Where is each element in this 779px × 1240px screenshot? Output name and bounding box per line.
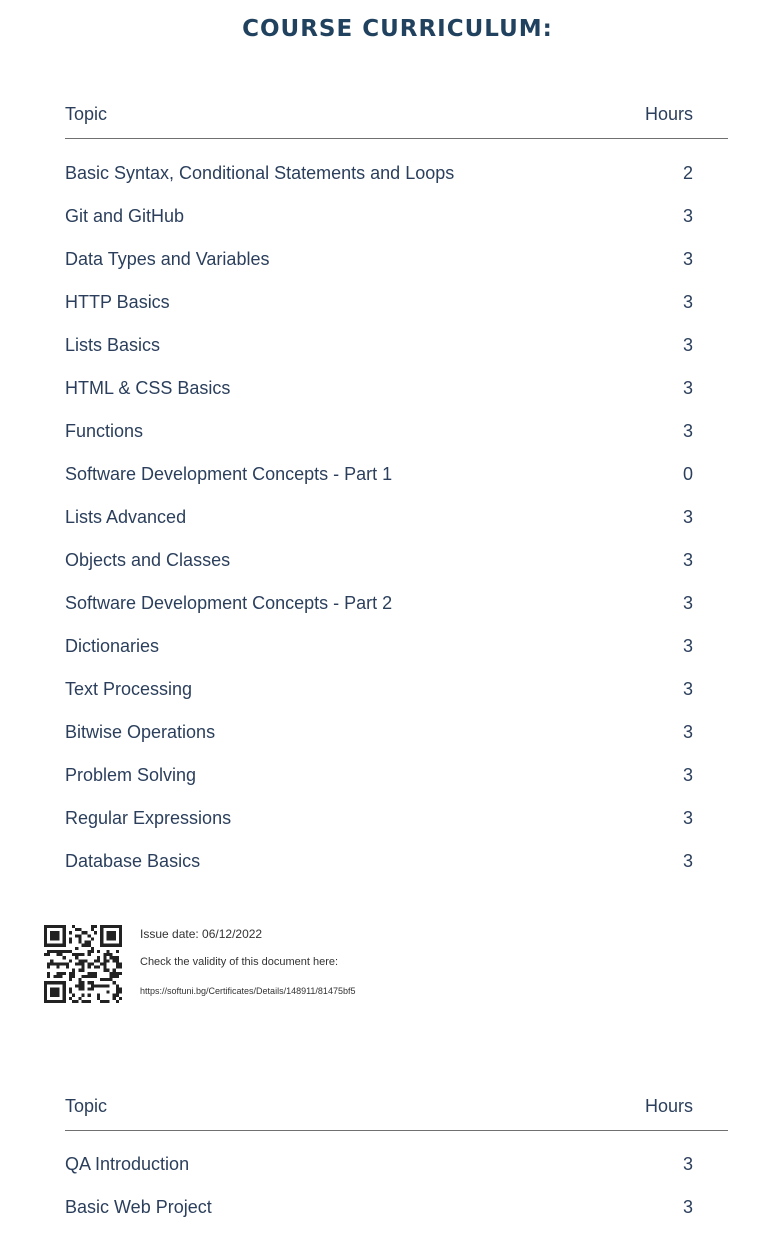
table-row: Objects and Classes 3 <box>65 550 728 593</box>
table-row: Software Development Concepts - Part 2 3 <box>65 593 728 636</box>
row-topic: Data Types and Variables <box>65 249 270 269</box>
row-topic: Regular Expressions <box>65 808 232 828</box>
table-row: Lists Basics 3 <box>65 335 728 378</box>
issue-date: Issue date: 06/12/2022 <box>140 927 263 941</box>
row-topic: Objects and Classes <box>65 550 231 570</box>
row-topic: Database Basics <box>65 851 201 871</box>
table-row: Text Processing 3 <box>65 679 728 722</box>
table-row: HTML & CSS Basics 3 <box>65 378 728 421</box>
column-header-topic: Topic <box>65 104 108 124</box>
row-hours: 3 <box>682 636 693 656</box>
row-topic: Basic Web Project <box>65 1197 212 1217</box>
row-hours: 3 <box>682 1197 693 1217</box>
validity-check-text: Check the validity of this document here… <box>140 956 339 968</box>
row-topic: Software Development Concepts - Part 2 <box>65 593 393 613</box>
row-topic: Dictionaries <box>65 636 160 656</box>
row-hours: 3 <box>682 206 693 226</box>
table-row: QA Introduction 3 <box>65 1154 728 1197</box>
table-row: Bitwise Operations 3 <box>65 722 728 765</box>
curriculum-table: Topic Hours Basic Syntax, Conditional St… <box>65 96 728 894</box>
table-row: Software Development Concepts - Part 1 0 <box>65 464 728 507</box>
table-row: Git and GitHub 3 <box>65 206 728 249</box>
row-topic: QA Introduction <box>65 1154 190 1174</box>
table-body: QA Introduction 3 Basic Web Project 3 <box>65 1131 728 1240</box>
row-hours: 3 <box>682 851 693 871</box>
row-hours: 2 <box>682 163 693 183</box>
row-hours: 3 <box>682 507 693 527</box>
row-hours: 3 <box>682 378 693 398</box>
row-topic: Problem Solving <box>65 765 197 785</box>
row-hours: 0 <box>682 464 693 484</box>
row-hours: 3 <box>682 421 693 441</box>
table-row: Database Basics 3 <box>65 851 728 894</box>
row-topic: Git and GitHub <box>65 206 185 226</box>
table-body: Basic Syntax, Conditional Statements and… <box>65 139 728 894</box>
column-header-topic: Topic <box>65 1096 108 1116</box>
row-topic: Basic Syntax, Conditional Statements and… <box>65 163 455 183</box>
row-hours: 3 <box>682 249 693 269</box>
row-hours: 3 <box>682 335 693 355</box>
table-row: Data Types and Variables 3 <box>65 249 728 292</box>
curriculum-table-continued: Topic Hours QA Introduction 3 Basic Web Pr… <box>65 1088 728 1240</box>
qr-code-icon[interactable] <box>44 925 122 1003</box>
row-hours: 3 <box>682 550 693 570</box>
table-row: Dictionaries 3 <box>65 636 728 679</box>
table-row: Basic Web Project 3 <box>65 1197 728 1240</box>
table-row: Functions 3 <box>65 421 728 464</box>
row-hours: 3 <box>682 593 693 613</box>
row-topic: Software Development Concepts - Part 1 <box>65 464 393 484</box>
table-row: Problem Solving 3 <box>65 765 728 808</box>
row-topic: Bitwise Operations <box>65 722 216 742</box>
validity-url-link[interactable]: https://softuni.bg/Certificates/Details/… <box>140 986 356 996</box>
table-row: HTTP Basics 3 <box>65 292 728 335</box>
column-header-hours: Hours <box>644 104 693 124</box>
row-hours: 3 <box>682 808 693 828</box>
row-topic: Functions <box>65 421 144 441</box>
table-row: Lists Advanced 3 <box>65 507 728 550</box>
page-title: COURSE CURRICULUM: <box>242 16 553 42</box>
row-topic: Lists Basics <box>65 335 161 355</box>
row-topic: HTML & CSS Basics <box>65 378 231 398</box>
row-topic: HTTP Basics <box>65 292 170 312</box>
row-hours: 3 <box>682 722 693 742</box>
row-hours: 3 <box>682 1154 693 1174</box>
row-hours: 3 <box>682 765 693 785</box>
row-hours: 3 <box>682 679 693 699</box>
table-header: Topic Hours <box>65 1088 728 1131</box>
table-header: Topic Hours <box>65 96 728 139</box>
table-row: Regular Expressions 3 <box>65 808 728 851</box>
column-header-hours: Hours <box>644 1096 693 1116</box>
table-row: Basic Syntax, Conditional Statements and… <box>65 163 728 206</box>
row-topic: Text Processing <box>65 679 193 699</box>
row-topic: Lists Advanced <box>65 507 187 527</box>
row-hours: 3 <box>682 292 693 312</box>
